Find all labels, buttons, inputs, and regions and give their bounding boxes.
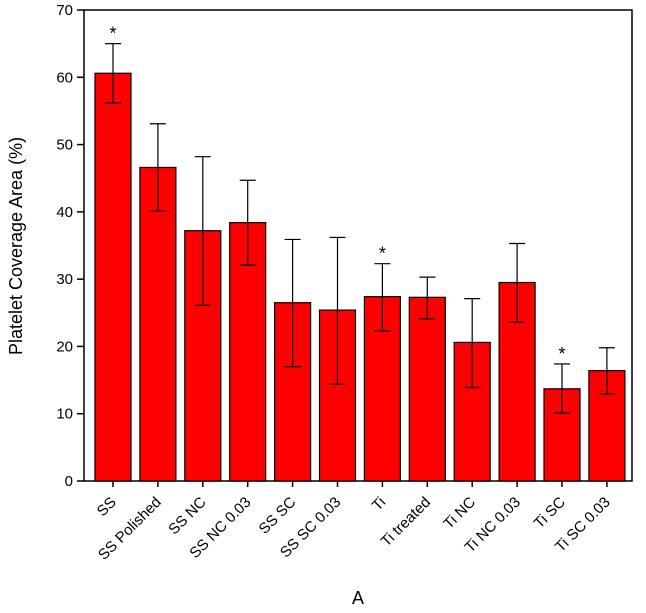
x-category-label: SS <box>94 494 120 520</box>
bar-ss-polished <box>139 166 177 482</box>
x-category-label: SS NC <box>165 494 210 539</box>
y-tick-label: 40 <box>56 204 73 221</box>
bar-ss <box>94 72 132 482</box>
significance-star: * <box>379 244 386 264</box>
y-tick-label: 30 <box>56 271 73 288</box>
y-tick-label: 60 <box>56 69 73 86</box>
x-category-label: Ti <box>369 494 389 514</box>
y-tick-label: 10 <box>56 406 73 423</box>
y-tick-label: 50 <box>56 137 73 154</box>
x-category-label: SS SC <box>256 494 300 538</box>
y-tick-label: 0 <box>65 473 73 490</box>
y-tick-label: 70 <box>56 2 73 19</box>
significance-star: * <box>558 344 565 364</box>
x-category-label: Ti NC <box>440 494 479 533</box>
y-axis-title: Platelet Coverage Area (%) <box>6 137 26 355</box>
x-axis-title: A <box>352 588 364 608</box>
y-axis-ticks: 0 10 20 30 40 50 60 70 <box>56 2 84 490</box>
significance-star: * <box>109 24 116 44</box>
error-bars <box>105 43 615 414</box>
x-category-label: Ti SC <box>531 494 569 532</box>
bar-ti-treated <box>408 296 446 482</box>
y-tick-label: 20 <box>56 338 73 355</box>
x-category-label: Ti treated <box>378 494 434 550</box>
plot-frame <box>83 9 633 482</box>
significance-markers: * * * <box>109 24 565 364</box>
bars <box>94 72 626 482</box>
